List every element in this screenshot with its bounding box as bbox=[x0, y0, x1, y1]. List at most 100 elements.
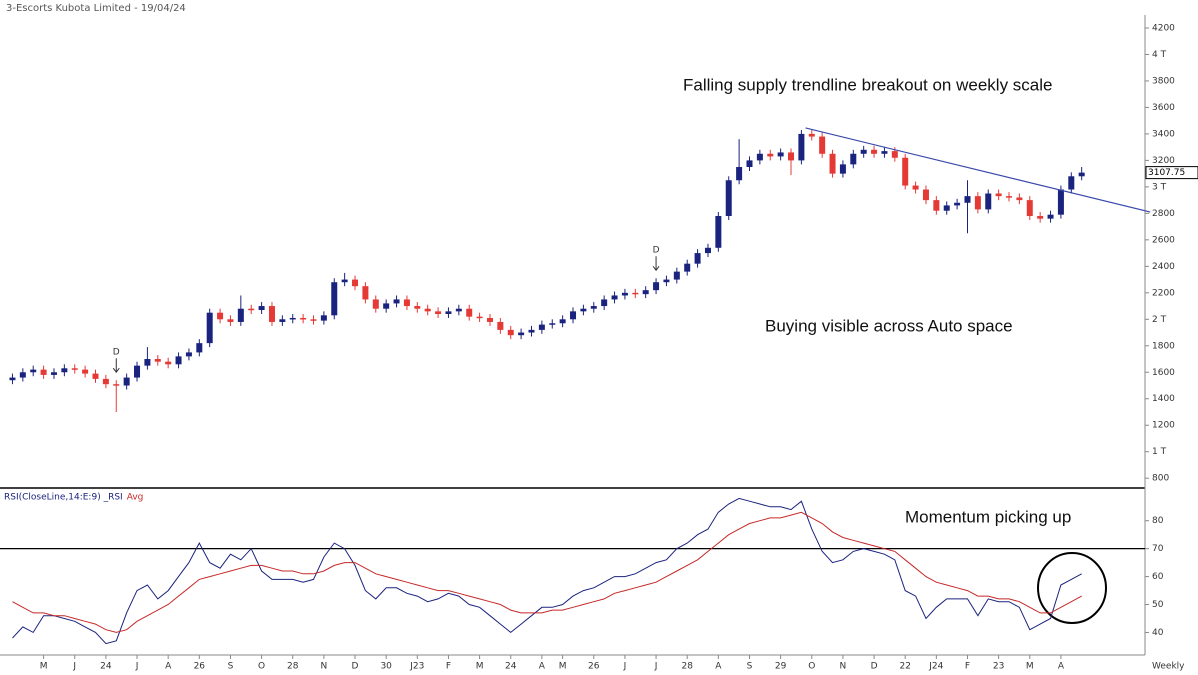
x-axis-label: Weekly bbox=[1152, 662, 1185, 672]
x-tick-label: 24 bbox=[505, 662, 517, 672]
candle-body bbox=[507, 329, 514, 336]
candle-body bbox=[715, 216, 722, 248]
candle-body bbox=[549, 323, 556, 325]
x-tick-label: 28 bbox=[681, 662, 693, 672]
y-tick-label: 3400 bbox=[1152, 129, 1175, 139]
x-tick-label: 30 bbox=[380, 662, 392, 672]
candle-body bbox=[331, 282, 338, 316]
y-tick-label: 50 bbox=[1152, 600, 1164, 610]
candle-body bbox=[902, 157, 909, 186]
candle-body bbox=[497, 321, 504, 330]
candle-body bbox=[217, 312, 224, 320]
candle-body bbox=[144, 359, 151, 366]
candle-body bbox=[486, 317, 493, 322]
candle-body bbox=[1016, 197, 1023, 201]
x-tick-label: A bbox=[1058, 662, 1065, 672]
candle-body bbox=[1078, 172, 1085, 177]
candle-body bbox=[943, 205, 950, 211]
y-tick-label: 3200 bbox=[1152, 156, 1175, 166]
candle-body bbox=[320, 315, 327, 321]
chart-title: 3-Escorts Kubota Limited - 19/04/24 bbox=[6, 3, 186, 14]
candle-body bbox=[528, 329, 535, 333]
candle-body bbox=[61, 368, 68, 373]
candle-body bbox=[974, 196, 981, 210]
x-tick-label: J bbox=[654, 662, 658, 672]
candle-body bbox=[1047, 214, 1054, 219]
y-tick-label: 70 bbox=[1152, 544, 1164, 554]
candle-body bbox=[258, 306, 265, 311]
candle-body bbox=[1068, 176, 1075, 190]
x-tick-label: M bbox=[1026, 662, 1034, 672]
x-tick-label: M bbox=[476, 662, 484, 672]
y-tick-label: 800 bbox=[1152, 474, 1169, 484]
x-tick-label: F bbox=[446, 662, 451, 672]
x-tick-label: A bbox=[165, 662, 172, 672]
candle-body bbox=[777, 152, 784, 157]
x-tick-label: A bbox=[715, 662, 722, 672]
candle-body bbox=[808, 133, 815, 137]
y-tick-label: 3 T bbox=[1152, 182, 1167, 192]
candle-body bbox=[1006, 196, 1013, 198]
candle-body bbox=[912, 185, 919, 190]
candle-body bbox=[134, 365, 141, 378]
y-tick-label: 60 bbox=[1152, 572, 1164, 582]
candle-body bbox=[798, 133, 805, 161]
y-tick-label: 2800 bbox=[1152, 209, 1175, 219]
candle-body bbox=[268, 306, 275, 322]
rsi-line bbox=[12, 511, 1082, 633]
candle-body bbox=[113, 384, 120, 386]
last-price-box bbox=[1145, 166, 1198, 180]
x-tick-label: J24 bbox=[928, 662, 943, 672]
last-price: 3107.75 bbox=[1148, 168, 1185, 178]
candle-body bbox=[383, 303, 390, 309]
candle-body bbox=[279, 319, 286, 322]
candle-body bbox=[611, 295, 618, 300]
y-tick-label: 1800 bbox=[1152, 341, 1175, 351]
candle-body bbox=[466, 308, 473, 317]
candle-body bbox=[227, 319, 234, 322]
candle-body bbox=[518, 332, 525, 336]
candle-body bbox=[621, 292, 628, 296]
x-tick-label: M bbox=[40, 662, 48, 672]
candle-body bbox=[206, 312, 213, 344]
candle-body bbox=[642, 290, 649, 295]
candle-body bbox=[424, 308, 431, 312]
candle-body bbox=[860, 149, 867, 154]
candle-body bbox=[455, 308, 462, 312]
candle-body bbox=[1026, 200, 1033, 217]
candle-body bbox=[964, 196, 971, 203]
x-tick-label: 24 bbox=[100, 662, 112, 672]
candle-body bbox=[435, 311, 442, 315]
x-tick-label: D bbox=[871, 662, 878, 672]
annotation: Momentum picking up bbox=[905, 507, 1071, 526]
y-tick-label: 1 T bbox=[1152, 447, 1167, 457]
candle-body bbox=[746, 160, 753, 168]
y-tick-label: 40 bbox=[1152, 628, 1164, 638]
x-tick-label: N bbox=[321, 662, 328, 672]
candle-body bbox=[362, 286, 369, 300]
candle-body bbox=[30, 369, 37, 373]
candle-body bbox=[341, 279, 348, 283]
x-tick-label: F bbox=[965, 662, 970, 672]
rsi-line bbox=[12, 497, 1082, 645]
candle-body bbox=[580, 308, 587, 312]
x-tick-label: 26 bbox=[194, 662, 206, 672]
candle-body bbox=[881, 151, 888, 154]
x-tick-label: N bbox=[840, 662, 847, 672]
y-tick-label: 1400 bbox=[1152, 394, 1175, 404]
annotation: Buying visible across Auto space bbox=[765, 316, 1013, 335]
candle-body bbox=[300, 317, 307, 320]
y-tick-label: 4 T bbox=[1152, 50, 1167, 60]
candle-body bbox=[756, 153, 763, 161]
candle-body bbox=[933, 200, 940, 211]
candle-body bbox=[891, 151, 898, 158]
candle-body bbox=[684, 263, 691, 272]
candle-body bbox=[985, 193, 992, 210]
x-tick-label: 23 bbox=[993, 662, 1004, 672]
candle-body bbox=[372, 299, 379, 309]
candle-body bbox=[248, 308, 255, 311]
candle-body bbox=[922, 189, 929, 201]
y-tick-label: 80 bbox=[1152, 516, 1164, 526]
candle-body bbox=[123, 377, 130, 386]
